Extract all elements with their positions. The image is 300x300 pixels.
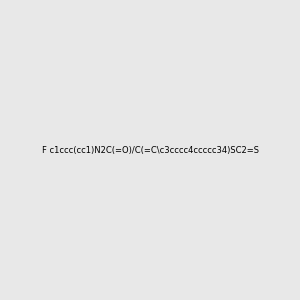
Text: F c1ccc(cc1)N2C(=O)/C(=C\c3cccc4ccccc34)SC2=S: F c1ccc(cc1)N2C(=O)/C(=C\c3cccc4ccccc34)… [41, 146, 259, 154]
